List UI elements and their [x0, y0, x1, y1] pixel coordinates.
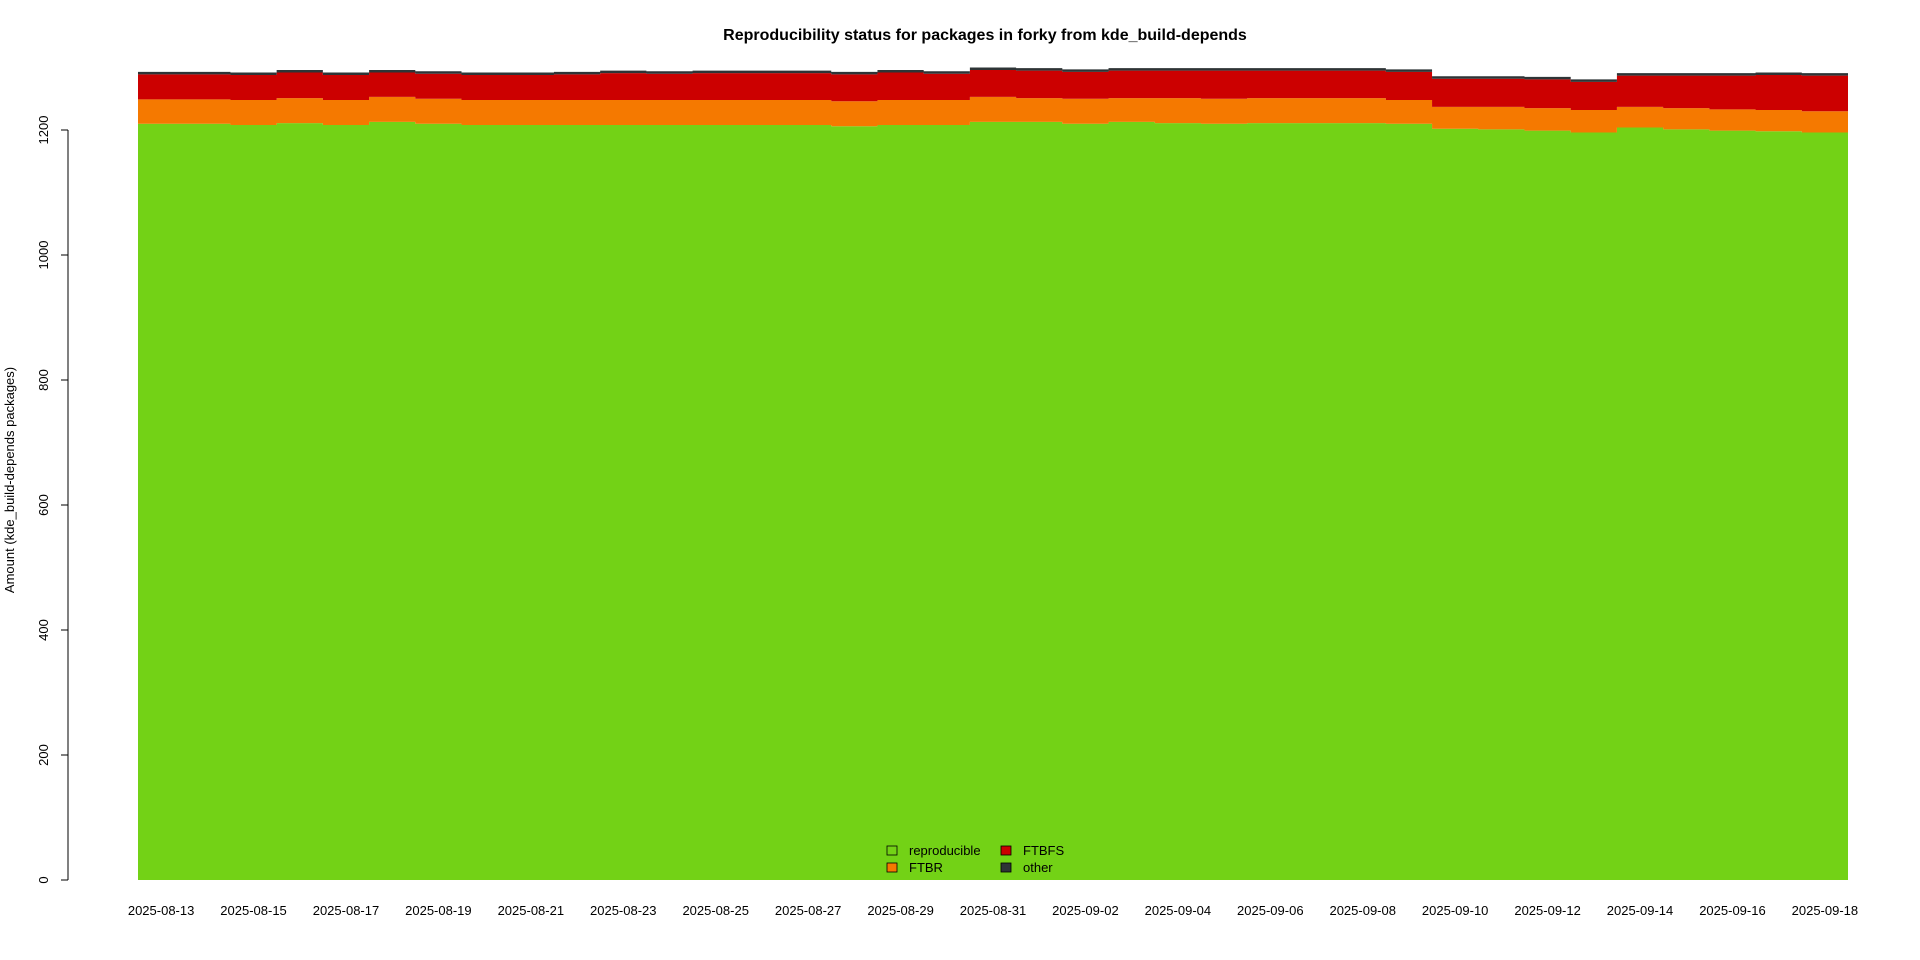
y-axis: 0 200 400 600 800 1000 1200: [36, 116, 69, 884]
legend-label-other: other: [1023, 860, 1053, 875]
series-area-other: [138, 67, 1848, 82]
x-tick-label: 2025-08-17: [313, 903, 380, 918]
series-area-ftbr: [138, 96, 1848, 133]
legend-label-ftbfs: FTBFS: [1023, 843, 1064, 858]
x-tick-label: 2025-09-06: [1237, 903, 1304, 918]
x-tick-label: 2025-08-27: [775, 903, 842, 918]
x-tick-label: 2025-08-21: [498, 903, 565, 918]
x-tick-label: 2025-08-19: [405, 903, 472, 918]
x-tick-label: 2025-09-18: [1792, 903, 1859, 918]
x-tick-label: 2025-08-23: [590, 903, 657, 918]
series-area-ftbfs: [138, 70, 1848, 112]
series-area-reproducible: [138, 121, 1848, 880]
x-tick-label: 2025-08-25: [682, 903, 749, 918]
y-tick-label: 400: [36, 619, 51, 641]
x-tick-label: 2025-08-15: [220, 903, 287, 918]
legend-label-reproducible: reproducible: [909, 843, 981, 858]
y-axis-label: Amount (kde_build-depends packages): [2, 367, 17, 593]
y-tick-label: 800: [36, 369, 51, 391]
x-tick-label: 2025-09-04: [1145, 903, 1212, 918]
x-tick-label: 2025-09-08: [1329, 903, 1396, 918]
x-axis: 2025-08-13 2025-08-15 2025-08-17 2025-08-19…: [128, 903, 1858, 918]
x-tick-label: 2025-09-10: [1422, 903, 1489, 918]
x-tick-label: 2025-08-29: [867, 903, 934, 918]
y-tick-label: 600: [36, 494, 51, 516]
x-tick-label: 2025-09-02: [1052, 903, 1119, 918]
chart-title: Reproducibility status for packages in f…: [723, 27, 1247, 44]
y-tick-label: 0: [36, 876, 51, 883]
legend-swatch-ftbr: [886, 862, 898, 873]
legend-swatch-reproducible: [886, 845, 898, 856]
legend-swatch-ftbfs: [1000, 845, 1012, 856]
x-tick-label: 2025-08-13: [128, 903, 195, 918]
legend-swatch-other: [1000, 862, 1012, 873]
x-tick-label: 2025-09-16: [1699, 903, 1766, 918]
chart-areas: [138, 67, 1848, 880]
legend: reproducible FTBR FTBFS other: [886, 843, 1064, 875]
y-tick-label: 1000: [36, 241, 51, 270]
legend-label-ftbr: FTBR: [909, 860, 943, 875]
x-tick-label: 2025-09-12: [1514, 903, 1581, 918]
y-tick-label: 1200: [36, 116, 51, 145]
x-tick-label: 2025-08-31: [960, 903, 1027, 918]
y-tick-label: 200: [36, 744, 51, 766]
x-tick-label: 2025-09-14: [1607, 903, 1674, 918]
